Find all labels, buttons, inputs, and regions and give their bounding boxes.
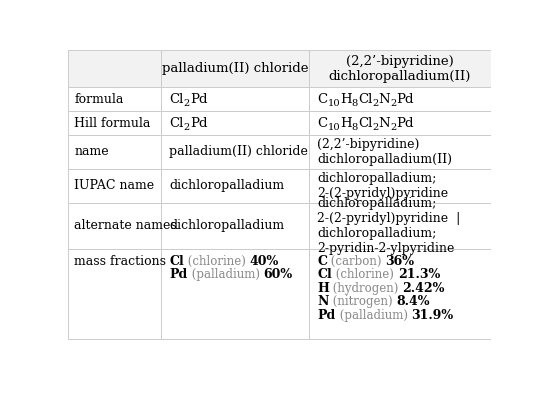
Text: H: H [340, 117, 352, 130]
Text: Cl: Cl [169, 117, 184, 130]
Text: N: N [379, 93, 390, 106]
Text: 2: 2 [390, 123, 396, 132]
Text: Pd: Pd [169, 269, 187, 281]
Text: (chlorine): (chlorine) [184, 255, 250, 268]
Text: H: H [340, 93, 352, 106]
Text: formula: formula [75, 93, 124, 106]
Text: 2: 2 [372, 123, 379, 132]
Text: 2: 2 [184, 99, 190, 108]
Text: 60%: 60% [263, 269, 293, 281]
Text: 2: 2 [184, 123, 190, 132]
Text: N: N [379, 117, 390, 130]
Text: mass fractions: mass fractions [75, 255, 166, 268]
Text: 21.3%: 21.3% [398, 269, 440, 281]
Bar [309, 50, 490, 87]
Text: palladium(II) chloride: palladium(II) chloride [162, 62, 308, 75]
Text: Cl: Cl [358, 93, 372, 106]
Text: 40%: 40% [250, 255, 279, 268]
Text: palladium(II) chloride: palladium(II) chloride [169, 146, 308, 158]
Text: (2,2’-bipyridine)
dichloropalladium(II): (2,2’-bipyridine) dichloropalladium(II) [317, 138, 452, 166]
Text: Cl: Cl [169, 93, 184, 106]
Bar [309, 135, 490, 169]
Text: 2: 2 [372, 99, 379, 108]
Bar [161, 135, 309, 169]
Bar [68, 50, 161, 87]
Text: 31.9%: 31.9% [411, 309, 453, 322]
Text: 36%: 36% [385, 255, 415, 268]
Text: 8: 8 [352, 123, 358, 132]
Text: dichloropalladium;
2-(2-pyridyl)pyridine: dichloropalladium; 2-(2-pyridyl)pyridine [317, 172, 449, 200]
Text: N: N [317, 295, 329, 308]
Text: dichloropalladium;
2-(2-pyridyl)pyridine  |
dichloropalladium;
2-pyridin-2-ylpyr: dichloropalladium; 2-(2-pyridyl)pyridine… [317, 197, 461, 255]
Bar [161, 111, 309, 135]
Text: (chlorine): (chlorine) [332, 269, 398, 281]
Bar [309, 169, 490, 203]
Bar [68, 169, 161, 203]
Text: 2: 2 [390, 99, 396, 108]
Text: Hill formula: Hill formula [75, 117, 151, 130]
Bar [161, 203, 309, 249]
Text: (palladium): (palladium) [187, 269, 263, 281]
Bar [68, 203, 161, 249]
Bar [161, 50, 309, 87]
Text: 2.42%: 2.42% [402, 282, 445, 295]
Text: C: C [317, 93, 328, 106]
Bar [68, 87, 161, 111]
Text: Pd: Pd [396, 93, 414, 106]
Bar [68, 111, 161, 135]
Text: Pd: Pd [190, 93, 208, 106]
Text: IUPAC name: IUPAC name [75, 179, 155, 192]
Bar [309, 111, 490, 135]
Text: 8.4%: 8.4% [396, 295, 429, 308]
Text: (2,2’-bipyridine)
dichloropalladium(II): (2,2’-bipyridine) dichloropalladium(II) [329, 55, 471, 83]
Text: 10: 10 [328, 99, 340, 108]
Text: (nitrogen): (nitrogen) [329, 295, 396, 308]
Text: H: H [317, 282, 329, 295]
Bar [68, 135, 161, 169]
Text: Pd: Pd [396, 117, 414, 130]
Bar [309, 249, 490, 339]
Text: dichloropalladium: dichloropalladium [169, 219, 284, 232]
Bar [309, 203, 490, 249]
Bar [161, 249, 309, 339]
Text: Cl: Cl [169, 255, 184, 268]
Text: Pd: Pd [190, 117, 208, 130]
Bar [68, 249, 161, 339]
Text: 10: 10 [328, 123, 340, 132]
Text: 8: 8 [352, 99, 358, 108]
Text: Pd: Pd [317, 309, 336, 322]
Text: alternate names: alternate names [75, 219, 177, 232]
Text: (hydrogen): (hydrogen) [329, 282, 402, 295]
Text: Cl: Cl [358, 117, 372, 130]
Text: Cl: Cl [317, 269, 332, 281]
Bar [309, 87, 490, 111]
Text: (carbon): (carbon) [328, 255, 385, 268]
Bar [161, 87, 309, 111]
Text: C: C [317, 255, 328, 268]
Text: C: C [317, 117, 328, 130]
Text: name: name [75, 146, 109, 158]
Bar [161, 169, 309, 203]
Text: (palladium): (palladium) [336, 309, 411, 322]
Text: dichloropalladium: dichloropalladium [169, 179, 284, 192]
